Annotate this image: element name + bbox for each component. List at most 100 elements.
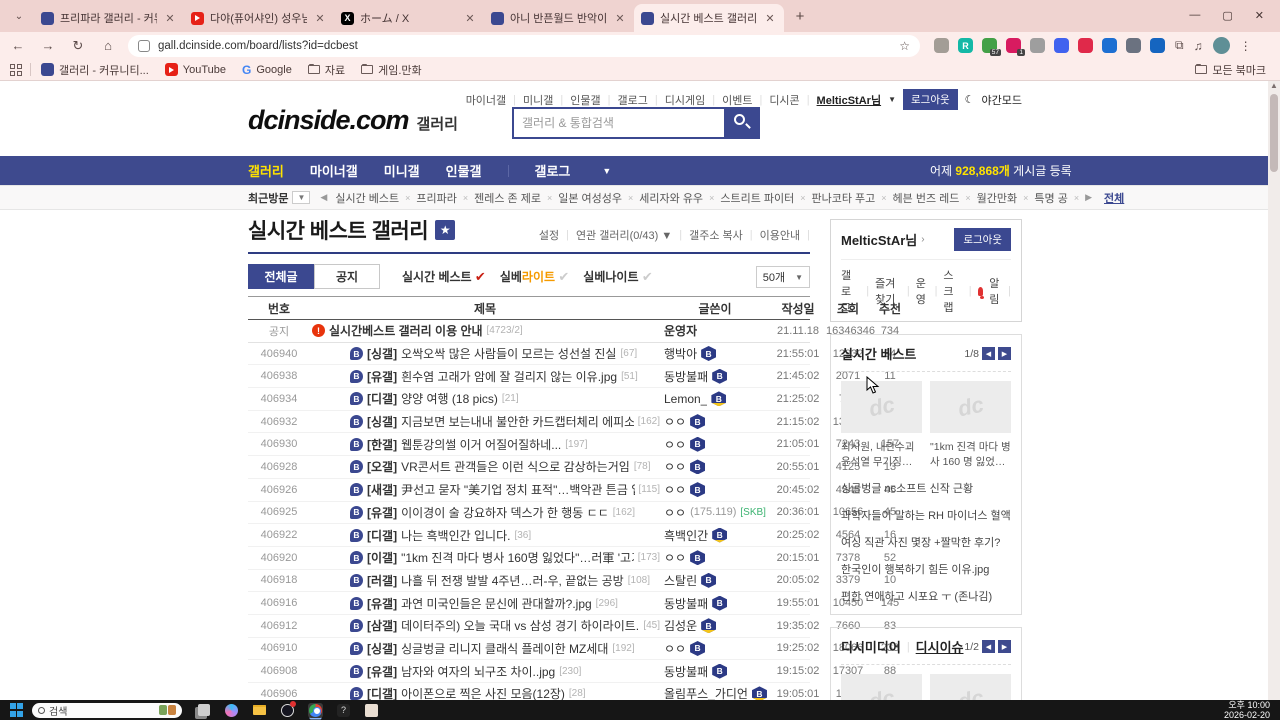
chrome-icon[interactable] (308, 702, 323, 718)
remove-icon[interactable]: × (628, 192, 634, 203)
pager-prev-icon[interactable]: ◀ (982, 640, 995, 654)
table-row[interactable]: 406934 B [디갤] 양양 여행 (18 pics) [21] Lemon… (248, 388, 893, 411)
site-logo[interactable]: dcinside.com 갤러리 (248, 105, 458, 136)
list-item[interactable]: 한국인이 행복하기 힘든 이유.jpg (841, 564, 990, 577)
bookmark-folder-data[interactable]: 자료 (307, 62, 345, 78)
list-item[interactable]: 여싱 직관 사진 몇장 +짤막한 후기? (841, 537, 1001, 550)
comment-count[interactable]: [51] (621, 370, 638, 382)
browser-menu-icon[interactable]: ⋮ (1239, 38, 1252, 53)
search-button[interactable] (724, 107, 760, 139)
user-link[interactable]: 갤로그 (841, 270, 852, 314)
notice-row[interactable]: 공지 ! 실시간베스트 갤러리 이용 안내 [4723/2] 운영자 21.11… (248, 320, 899, 343)
remove-icon[interactable]: × (709, 192, 715, 203)
forward-icon[interactable]: → (41, 38, 55, 53)
post-author[interactable]: 올림푸스_가디언 (664, 687, 748, 700)
utility-link[interactable]: 이벤트 (722, 94, 753, 107)
post-author[interactable]: ㅇㅇ (664, 415, 687, 430)
table-row[interactable]: 406938 B [유갤] 흰수염 고래가 암에 잘 걸리지 않는 이유.jpg… (248, 365, 896, 389)
maximize-button[interactable]: ▢ (1222, 9, 1233, 22)
table-row[interactable]: 406928 B [오갤] VR콘서트 관객들은 이런 식으로 감상하는거임 [… (248, 456, 896, 479)
post-title[interactable]: VR콘서트 관객들은 이런 식으로 감상하는거임 (401, 460, 630, 475)
gallog-badge-icon[interactable]: B (690, 640, 706, 656)
extension-icon[interactable] (934, 38, 949, 53)
post-title[interactable]: 아이폰으로 찍은 사진 모음(12장) (401, 687, 565, 700)
browser-tab[interactable]: 아니 반픈월드 반악이 개잘쩍 ✕ (484, 4, 634, 32)
post-title[interactable]: 싱글벙글 리니지 클래식 플레이한 MZ세대 (401, 641, 609, 656)
bookmark-gallery[interactable]: 갤러리 - 커뮤니티... (41, 62, 149, 78)
extension-icon[interactable] (1150, 38, 1165, 53)
comment-count[interactable]: [197] (565, 438, 588, 450)
bookmark-google[interactable]: G Google (242, 62, 292, 77)
post-author[interactable]: ㅇㅇ (664, 641, 687, 656)
utility-link[interactable]: 인물갤 (570, 94, 601, 107)
start-button[interactable] (10, 703, 24, 717)
table-row[interactable]: 406940 B [싱갤] 오싹오싹 많은 사람들이 모르는 성선설 진실 [6… (248, 343, 896, 366)
comment-count[interactable]: [78] (633, 461, 651, 473)
media-control-icon[interactable]: ♫ (1193, 38, 1203, 53)
bookmark-star-icon[interactable]: ☆ (899, 38, 910, 53)
board-head-link[interactable]: 이용안내 (759, 230, 801, 242)
url-bar[interactable]: gall.dcinside.com/board/lists?id=dcbest … (128, 34, 920, 57)
filter-realtime-best[interactable]: 실시간 베스트 ✔ (402, 268, 486, 284)
post-title[interactable]: 지금보면 보는내내 불안한 카드캡터체리 에피소드 (401, 415, 634, 430)
extension-icon[interactable] (1030, 38, 1045, 53)
dc-issue-tab[interactable]: 디시이슈 (915, 640, 964, 656)
user-link[interactable]: 즐겨찾기 (875, 278, 896, 306)
list-item[interactable]: 싱글벙글 nc소프트 신작 근황 (841, 483, 974, 496)
remove-icon[interactable]: × (1023, 192, 1029, 203)
page-scrollbar[interactable]: ▲ (1268, 81, 1280, 700)
comment-count[interactable]: [108] (627, 574, 650, 586)
comment-count[interactable]: [45] (643, 620, 660, 632)
taskbar-clock[interactable]: 오후 10:00 2026-02-20 (1224, 700, 1280, 720)
post-author[interactable]: ㅇㅇ (664, 505, 687, 520)
table-row[interactable]: 406926 B [새갤] 尹선고 묻자 "美기업 정치 표적"…백악관 튼금 … (248, 479, 896, 502)
post-author[interactable]: 운영자 (664, 324, 698, 339)
table-row[interactable]: 406922 B [디갤] 나는 흑백인간 입니다. [36] 흑백인간 (248, 524, 896, 547)
post-title[interactable]: 尹선고 묻자 "美기업 정치 표적"…백악관 튼금 입… (401, 483, 635, 498)
post-author[interactable]: 흑백인간 (664, 528, 709, 543)
copilot-icon[interactable] (224, 703, 239, 718)
comment-count[interactable]: [21] (501, 393, 519, 405)
nav-item[interactable]: 마이너갤 (309, 164, 358, 179)
profile-avatar[interactable] (1212, 37, 1230, 54)
remove-icon[interactable]: × (462, 192, 469, 203)
logout-button[interactable]: 로그아웃 (903, 89, 958, 110)
recent-next-icon[interactable]: ▶ (1085, 192, 1093, 202)
extension-icon[interactable] (1126, 38, 1141, 53)
thumbnail-placeholder[interactable]: dc (930, 381, 1011, 433)
remove-icon[interactable]: × (965, 192, 971, 203)
pager-next-icon[interactable]: ▶ (998, 347, 1011, 360)
recent-gallery-link[interactable]: 판나코타 푸고 (811, 192, 876, 205)
utility-link[interactable]: 마이너갤 (465, 94, 507, 107)
extension-icon[interactable]: R (958, 38, 973, 53)
gallog-badge-icon[interactable]: B (701, 572, 717, 588)
bookmark-folder-games[interactable]: 게임.만화 (361, 62, 422, 78)
tab-close-icon[interactable]: ✕ (615, 12, 625, 25)
post-author[interactable]: ㅇㅇ (664, 551, 687, 566)
taskbar-search[interactable]: 검색 (32, 702, 182, 718)
search-input[interactable] (512, 107, 724, 139)
recent-gallery-link[interactable]: 세리자와 유우 (639, 192, 704, 205)
table-row[interactable]: 406916 B [유갤] 과연 미국인들은 문신에 관대할까?.jpg [29… (248, 592, 899, 615)
site-info-icon[interactable] (138, 39, 150, 52)
gallog-badge-icon[interactable]: B (690, 550, 706, 566)
post-title[interactable]: 남자와 여자의 뇌구조 차이..jpg (401, 664, 556, 679)
all-bookmarks-button[interactable]: 모든 북마크 (1195, 62, 1280, 78)
browser-tab[interactable]: X ホーム / X ✕ (334, 4, 484, 32)
list-item[interactable]: 편한 연애하고 시포요 ㅜ (존나김) (841, 591, 993, 604)
post-title[interactable]: 흰수염 고래가 암에 잘 걸리지 않는 이유.jpg (401, 369, 618, 384)
list-item[interactable]: 과학자들이 말하는 RH 마이너스 혈액형.jpg (841, 510, 1011, 523)
gallog-badge-icon[interactable]: B (690, 459, 706, 475)
remove-icon[interactable]: × (546, 192, 553, 203)
table-row[interactable]: 406910 B [싱갤] 싱글벙글 리니지 클래식 플레이한 MZ세대 [19… (248, 638, 899, 661)
sidebar-username[interactable]: MelticStAr님 (841, 233, 918, 248)
post-author[interactable]: 스탈린 (664, 573, 698, 588)
extensions-puzzle-icon[interactable]: ⧉ (1175, 38, 1184, 52)
filter-silbe-night[interactable]: 실베나이트 ✔ (583, 268, 653, 284)
gallog-badge-icon[interactable]: B (712, 527, 728, 543)
recent-gallery-link[interactable]: 프리파라 (416, 192, 457, 205)
comment-count[interactable]: [162] (637, 416, 660, 428)
comment-count[interactable]: [173] (637, 552, 660, 564)
bookmark-youtube[interactable]: YouTube (164, 63, 226, 76)
browser-tab[interactable]: 프리파라 갤러리 - 커뮤니티 포 ✕ (34, 4, 184, 32)
